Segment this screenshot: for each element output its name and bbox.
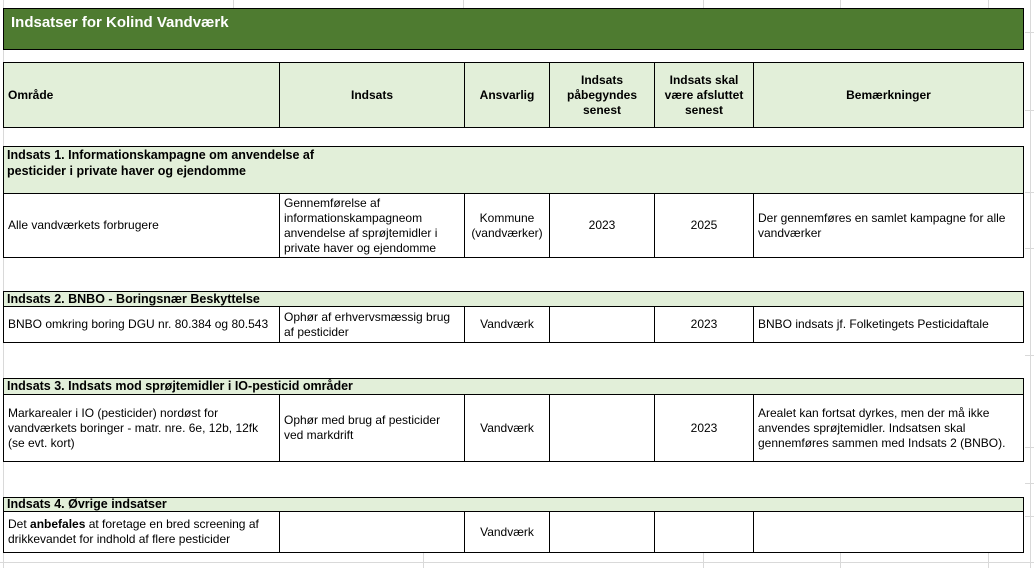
table-row: Markarealer i IO (pesticider) nordøst fo… — [4, 395, 1023, 461]
cell-afsluttet: 2025 — [654, 194, 753, 257]
sheet-gridline — [1025, 192, 1034, 193]
cell-bemaerkninger: Der gennemføres en samlet kampagne for a… — [753, 194, 1023, 257]
page-title: Indsatser for Kolind Vandværk — [11, 14, 229, 31]
cell-afsluttet: 2023 — [654, 307, 753, 342]
cell-paabegyndes: 2023 — [549, 194, 654, 257]
column-header-row: Område Indsats Ansvarlig Indsats påbegyn… — [3, 62, 1024, 128]
sheet-gridline — [703, 553, 704, 568]
cell-paabegyndes — [549, 307, 654, 342]
cell-indsats: Ophør af erhvervsmæssig brug af pesticid… — [279, 307, 464, 342]
section-heading: Indsats 1. Informationskampagne om anven… — [4, 147, 1023, 194]
sheet-gridline — [840, 0, 841, 8]
sheet-gridline — [1025, 32, 1034, 33]
sheet-gridline — [988, 553, 989, 568]
cell-bemaerkninger: Arealet kan fortsat dyrkes, men der må i… — [753, 395, 1023, 461]
section-heading: Indsats 3. Indsats mod sprøjtemidler i I… — [4, 379, 1023, 395]
cell-bemaerkninger — [753, 512, 1023, 552]
section-indsats-1: Indsats 1. Informationskampagne om anven… — [3, 146, 1024, 258]
column-header-paabegyndes: Indsats påbegyndes senest — [549, 63, 654, 127]
cell-bemaerkninger: BNBO indsats jf. Folketingets Pesticidaf… — [753, 307, 1023, 342]
sheet-gridline — [703, 0, 704, 8]
cell-afsluttet: 2023 — [654, 395, 753, 461]
sheet-gridline — [3, 0, 4, 568]
section-heading: Indsats 2. BNBO - Boringsnær Beskyttelse — [4, 292, 1023, 307]
sheet-gridline — [1025, 110, 1034, 111]
column-header-indsats: Indsats — [279, 63, 464, 127]
title-bar: Indsatser for Kolind Vandværk — [3, 8, 1024, 50]
column-header-ansvarlig: Ansvarlig — [464, 63, 549, 127]
cell-ansvarlig: Vandværk — [464, 307, 549, 342]
cell-indsats: Gennemførelse af informationskampagneom … — [279, 194, 464, 257]
cell-omrade: Markarealer i IO (pesticider) nordøst fo… — [8, 405, 259, 450]
column-header-afsluttet: Indsats skal være afsluttet senest — [654, 63, 753, 127]
sheet-gridline — [1025, 483, 1034, 484]
cell-omrade: Det anbefales at foretage en bred screen… — [4, 512, 279, 552]
table-row: Alle vandværkets forbrugere Gennemførels… — [4, 194, 1023, 257]
sheet-gridline — [1025, 355, 1034, 356]
sheet-gridline — [988, 0, 989, 8]
sheet-gridline — [1030, 0, 1031, 568]
section-indsats-3: Indsats 3. Indsats mod sprøjtemidler i I… — [3, 378, 1024, 462]
table-row: Det anbefales at foretage en bred screen… — [4, 512, 1023, 552]
section-heading: Indsats 4. Øvrige indsatser — [4, 498, 1023, 512]
sheet-gridline — [463, 0, 464, 8]
table-row: BNBO omkring boring DGU nr. 80.384 og 80… — [4, 307, 1023, 342]
sheet-gridline — [0, 562, 1034, 563]
omrade-text-pre: Det — [8, 517, 31, 531]
cell-paabegyndes — [549, 395, 654, 461]
sheet-gridline — [1025, 516, 1034, 517]
sheet-gridline — [1025, 248, 1034, 249]
cell-indsats — [279, 512, 464, 552]
sheet-gridline — [1025, 447, 1034, 448]
omrade-text-post: at foretage en bred screening af drikkev… — [8, 517, 259, 546]
sheet-gridline — [840, 553, 841, 568]
cell-omrade: Alle vandværkets forbrugere — [8, 218, 159, 232]
cell-ansvarlig: Vandværk — [464, 395, 549, 461]
section-heading-text: Indsats 1. Informationskampagne om anven… — [7, 148, 315, 178]
sheet-gridline — [423, 553, 424, 568]
cell-afsluttet — [654, 512, 753, 552]
cell-ansvarlig: Vandværk — [464, 512, 549, 552]
cell-omrade: BNBO omkring boring DGU nr. 80.384 og 80… — [8, 317, 269, 331]
cell-indsats: Ophør med brug af pesticider ved markdri… — [279, 395, 464, 461]
cell-paabegyndes — [549, 512, 654, 552]
omrade-text-bold: anbefales — [30, 517, 86, 531]
section-indsats-4: Indsats 4. Øvrige indsatser Det anbefale… — [3, 497, 1024, 553]
column-header-bemaerkninger: Bemærkninger — [753, 63, 1023, 127]
section-indsats-2: Indsats 2. BNBO - Boringsnær Beskyttelse… — [3, 291, 1024, 343]
column-header-omrade: Område — [8, 87, 54, 102]
sheet-gridline — [233, 0, 234, 8]
cell-ansvarlig: Kommune (vandværker) — [464, 194, 549, 257]
